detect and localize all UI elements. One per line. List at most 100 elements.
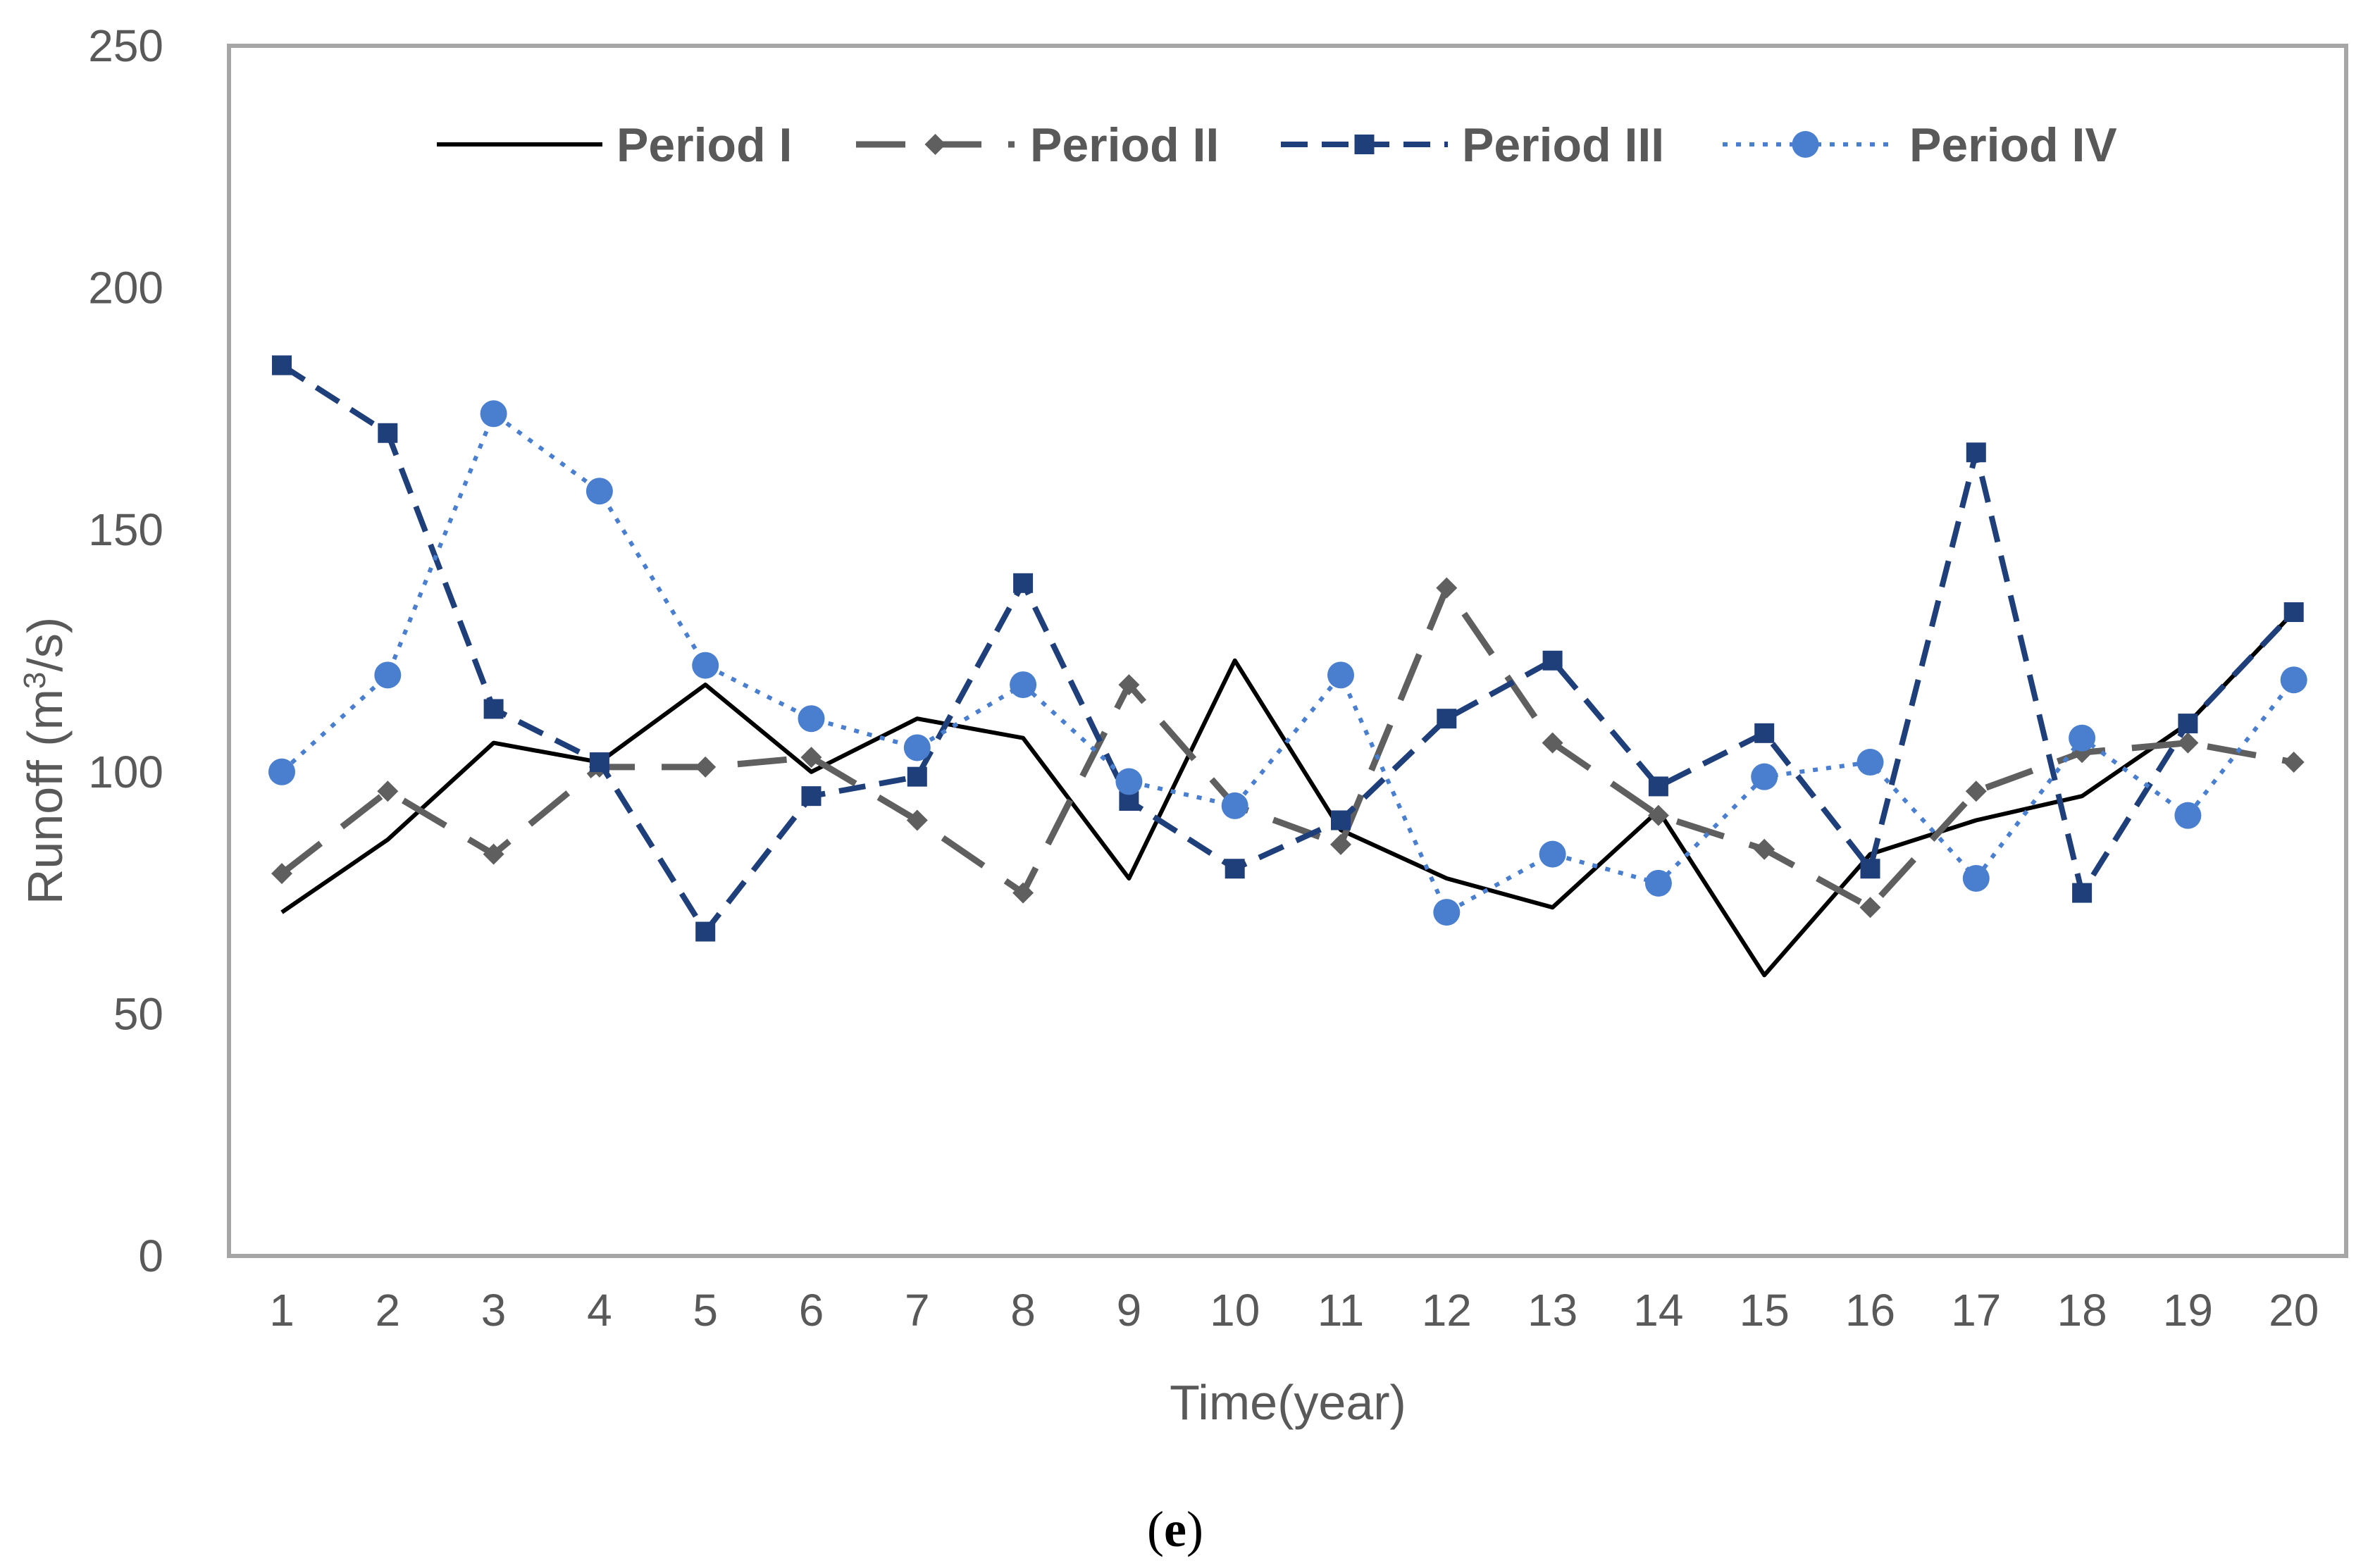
data-point-marker [1965,780,1987,802]
series-line [280,585,2295,911]
x-tick-label: 19 [2163,1285,2213,1336]
legend-marker [1354,135,1375,154]
caption-open: ( [1147,1501,1164,1557]
data-point-marker [1962,864,1990,892]
data-point-marker [1221,792,1248,819]
legend-label: Period I [616,118,792,172]
series-period-4 [268,400,2307,926]
data-point-marker [374,661,402,689]
data-point-marker [271,863,292,885]
legend-item-period-4: Period IV [1723,118,2117,172]
data-point-marker [2280,666,2307,694]
legend-label: Period IV [1909,118,2117,172]
data-point-marker [1859,897,1881,919]
y-axis-title-end: /s) [18,617,73,672]
legend: Period I Period II Period III Period IV [437,118,2117,172]
y-axis-title: Runoff (m3/s) [18,617,73,904]
legend-item-period-2: Period II [856,118,1219,172]
figure-caption: (e) [1147,1501,1203,1557]
caption-close: ) [1186,1501,1203,1557]
x-tick-label: 1 [269,1285,295,1336]
x-tick-label: 14 [1633,1285,1683,1336]
data-point-marker [2178,714,2198,734]
x-tick-label: 8 [1010,1285,1036,1336]
x-axis-ticks: 1 2 3 4 5 6 7 8 9 10 11 12 13 14 15 16 17 18 19 20 [269,1285,2319,1336]
data-point-marker [1115,768,1143,795]
y-axis-title-main: Runoff (m [18,689,73,904]
data-point-marker [1013,573,1034,593]
legend-label: Period III [1462,118,1664,172]
legend-item-period-1: Period I [437,118,792,172]
data-point-marker [378,423,398,443]
series-period-2 [271,577,2305,919]
x-tick-label: 10 [1210,1285,1260,1336]
data-point-marker [1542,732,1563,754]
data-point-marker [2072,883,2093,903]
y-tick-label: 150 [88,504,163,555]
data-point-marker [480,400,507,428]
x-tick-label: 13 [1527,1285,1577,1336]
data-point-marker [801,786,822,807]
y-tick-label: 250 [88,20,163,71]
data-point-marker [1012,882,1034,904]
data-point-marker [1118,674,1140,696]
data-point-marker [1754,838,1775,860]
y-axis-ticks: 0 50 100 150 200 250 [88,20,163,1281]
x-axis-title: Time(year) [1170,1375,1406,1430]
x-tick-label: 9 [1117,1285,1142,1336]
data-point-marker [695,921,716,942]
data-point-marker [2069,724,2096,752]
x-tick-label: 2 [376,1285,401,1336]
data-point-marker [1433,899,1461,926]
data-point-marker [1648,776,1668,797]
x-tick-label: 18 [2057,1285,2107,1336]
y-tick-label: 0 [138,1231,163,1281]
series-period-3 [272,355,2304,942]
data-point-marker [798,705,825,733]
data-point-marker [377,780,399,802]
series-period-1 [280,610,2295,978]
data-point-marker [692,652,719,679]
legend-item-period-3: Period III [1281,118,1664,172]
x-tick-label: 20 [2269,1285,2319,1336]
data-point-marker [2177,732,2199,754]
data-point-marker [1542,650,1563,671]
data-point-marker [483,699,504,719]
data-point-marker [2174,802,2202,829]
data-point-marker [1436,577,1458,599]
data-point-marker [903,734,931,761]
data-point-marker [1327,661,1354,689]
data-point-marker [268,758,295,785]
data-point-marker [695,756,717,778]
data-point-marker [1330,833,1351,855]
data-point-marker [589,752,609,773]
y-tick-label: 50 [113,988,163,1039]
data-point-marker [585,478,613,505]
x-tick-label: 7 [905,1285,930,1336]
x-tick-label: 17 [1951,1285,2001,1336]
data-point-marker [906,809,928,831]
legend-marker [1792,131,1819,158]
data-point-marker [1644,869,1672,897]
data-point-marker [1225,859,1245,879]
x-tick-label: 12 [1422,1285,1472,1336]
data-point-marker [1647,804,1669,826]
x-tick-label: 16 [1845,1285,1895,1336]
series-layer [268,355,2307,978]
caption-letter: e [1164,1501,1186,1557]
data-point-marker [483,843,504,865]
series-line [280,411,2296,915]
data-point-marker [1751,763,1778,790]
y-tick-label: 200 [88,263,163,313]
data-point-marker [2283,752,2305,773]
data-point-marker [272,355,292,375]
legend-label: Period II [1030,118,1219,172]
data-point-marker [1856,749,1884,776]
data-point-marker [1010,671,1037,699]
y-tick-label: 100 [88,747,163,797]
x-tick-label: 15 [1740,1285,1790,1336]
data-point-marker [1539,840,1566,868]
x-tick-label: 5 [693,1285,718,1336]
